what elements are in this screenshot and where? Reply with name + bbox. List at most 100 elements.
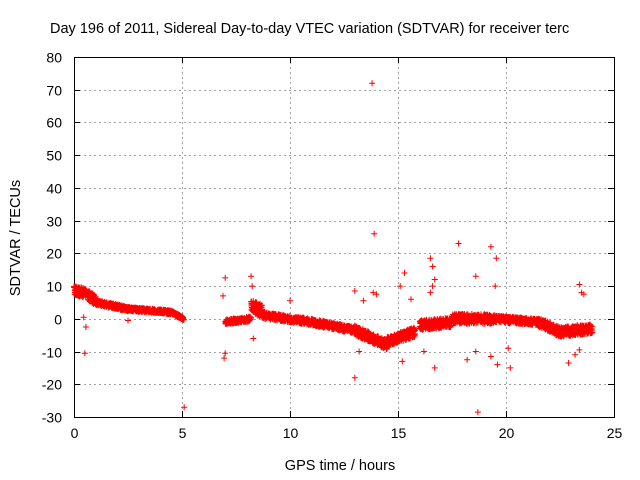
data-point-outlier (474, 409, 481, 416)
x-tick-label: 10 (283, 425, 299, 441)
data-point-outlier (493, 255, 500, 262)
data-point (178, 316, 185, 322)
data-point-outlier (464, 356, 471, 363)
data-point (586, 321, 593, 328)
data-point-outlier (250, 335, 257, 342)
data-point (384, 336, 391, 343)
data-point-outlier (507, 364, 514, 371)
data-point (577, 331, 584, 338)
data-point (423, 322, 430, 329)
data-point (507, 319, 514, 326)
data-point (588, 327, 595, 334)
data-point-outlier (408, 296, 414, 303)
data-point (173, 312, 180, 319)
data-point (78, 284, 85, 291)
data-point-outlier (222, 274, 229, 281)
data-point (442, 318, 449, 325)
data-point (233, 316, 240, 323)
data-point (313, 323, 320, 330)
data-point-outlier (82, 324, 89, 330)
data-point (367, 338, 374, 345)
data-point-outlier (370, 289, 377, 296)
data-point-outlier (397, 283, 404, 290)
data-point (562, 327, 569, 334)
data-point (419, 318, 426, 325)
data-point (519, 319, 526, 326)
data-point (150, 306, 156, 313)
data-point (536, 321, 543, 327)
data-point (401, 329, 408, 335)
y-tick-label: 0 (54, 312, 62, 328)
data-point-outlier (429, 283, 436, 290)
data-point (576, 324, 582, 331)
data-point (377, 339, 384, 346)
data-point-outlier (492, 283, 499, 290)
data-point (286, 312, 293, 319)
data-point-outlier (427, 289, 434, 296)
data-point (358, 335, 365, 342)
data-point-outlier (420, 348, 427, 355)
data-point (253, 307, 259, 314)
data-point (248, 301, 255, 308)
data-point-outlier (181, 404, 188, 411)
y-tick-label: 70 (46, 83, 62, 99)
data-point (572, 329, 579, 336)
data-point-outlier (472, 273, 479, 280)
data-point (397, 333, 404, 340)
data-point (329, 323, 336, 330)
data-point (179, 315, 186, 322)
data-point (223, 316, 230, 323)
data-point-outlier (431, 364, 438, 371)
data-point (495, 313, 502, 319)
data-point (136, 305, 143, 311)
x-tick-label: 5 (179, 425, 187, 441)
data-point (82, 293, 89, 300)
data-point (396, 334, 403, 341)
y-tick-label: 60 (46, 115, 62, 131)
data-point-outlier (487, 243, 494, 250)
x-tick-label: 15 (391, 425, 407, 441)
y-tick-label: 50 (46, 148, 62, 164)
data-point (374, 333, 381, 340)
data-point (135, 306, 142, 313)
data-point (311, 317, 318, 324)
data-point (434, 317, 441, 324)
data-point (551, 324, 558, 331)
data-point-outlier (222, 350, 229, 357)
data-point-outlier (220, 292, 226, 299)
data-point (384, 343, 391, 350)
data-point (295, 318, 302, 325)
data-point-outlier (565, 360, 572, 366)
data-point (548, 323, 555, 330)
data-point (315, 319, 322, 326)
data-point (118, 302, 125, 309)
data-point (129, 307, 136, 314)
data-point (103, 301, 110, 308)
data-point-outlier (431, 276, 438, 283)
data-point (453, 312, 460, 319)
data-point (224, 319, 231, 326)
data-point (440, 323, 447, 330)
data-point (551, 330, 558, 337)
data-point (569, 325, 576, 331)
data-points (71, 80, 596, 416)
data-point (513, 319, 520, 326)
x-axis-label: GPS time / hours (285, 458, 395, 474)
data-point (522, 321, 529, 328)
data-point-outlier (401, 270, 408, 276)
data-point (274, 314, 281, 321)
data-point (391, 337, 398, 344)
data-point-outlier (221, 355, 228, 362)
data-point (113, 303, 119, 310)
data-point (502, 316, 509, 322)
data-point (484, 315, 491, 322)
data-point (458, 320, 465, 327)
data-point (76, 293, 83, 300)
data-point-outlier (580, 291, 587, 298)
data-point (291, 315, 298, 322)
data-point (526, 318, 532, 325)
axis-ticks (74, 57, 615, 418)
data-point (506, 320, 513, 327)
